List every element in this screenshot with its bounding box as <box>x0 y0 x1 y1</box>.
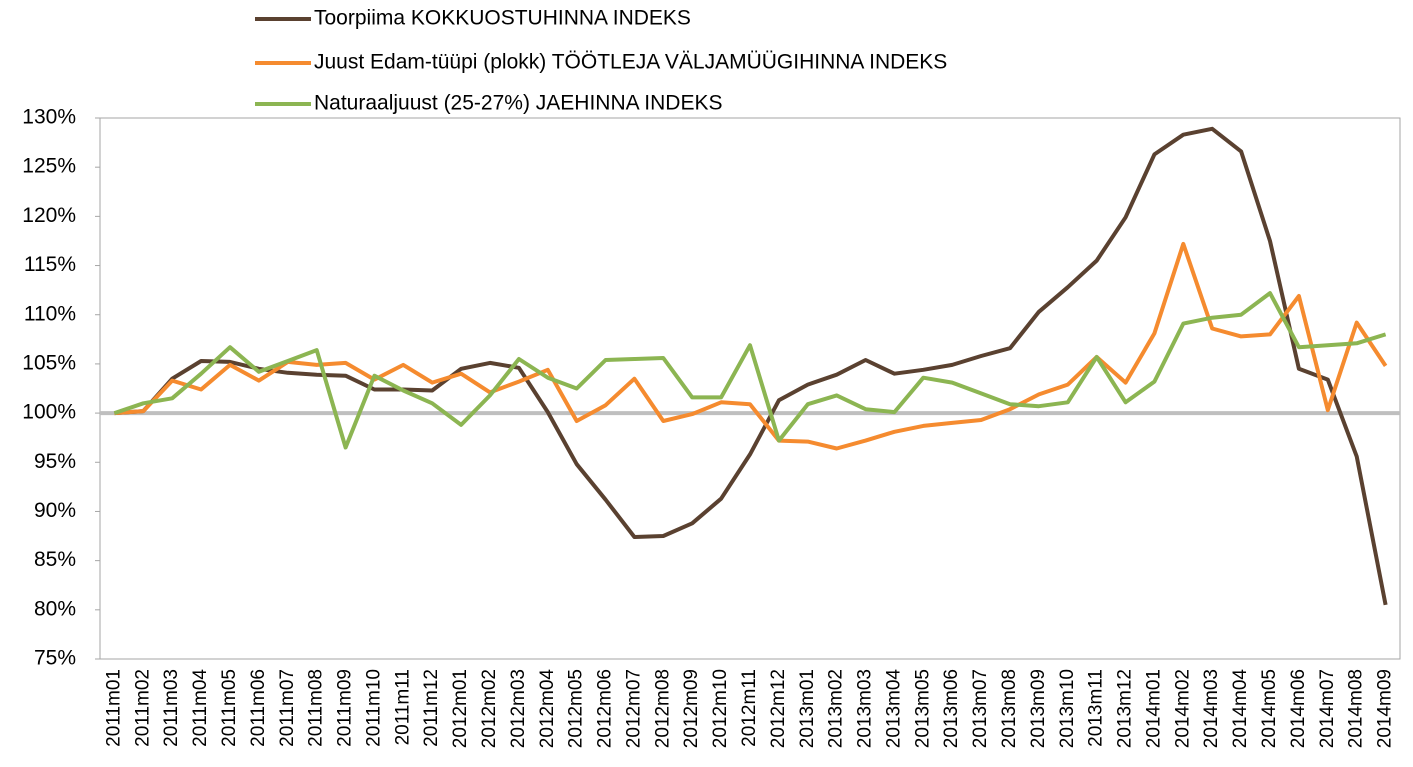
x-tick-label: 2011m05 <box>219 669 240 747</box>
x-tick-label: 2013m04 <box>883 669 904 749</box>
x-tick-label: 2011m10 <box>363 669 384 747</box>
x-tick-label: 2014m08 <box>1346 669 1367 748</box>
x-tick-label: 2012m07 <box>623 669 644 748</box>
x-tick-label: 2013m03 <box>855 669 876 748</box>
y-tick-label: 85% <box>34 548 76 571</box>
series-line <box>114 241 1388 451</box>
x-tick-label: 2014m07 <box>1317 669 1338 748</box>
x-tick-label: 2013m05 <box>912 669 933 748</box>
y-tick-label: 90% <box>34 499 76 522</box>
y-tick-label: 115% <box>24 253 76 276</box>
x-tick-label: 2013m06 <box>941 669 962 748</box>
x-tick-label: 2012m12 <box>768 669 789 748</box>
y-tick-label: 110% <box>24 302 76 325</box>
legend-label: Juust Edam-tüüpi (plokk) TÖÖTLEJA VÄLJAM… <box>314 51 947 74</box>
y-tick-label: 130% <box>22 106 76 129</box>
x-tick-label: 2014m06 <box>1288 669 1309 748</box>
x-tick-label: 2014m09 <box>1375 669 1396 748</box>
x-tick-label: 2014m02 <box>1172 669 1193 748</box>
x-tick-label: 2012m10 <box>710 669 731 748</box>
y-tick-label: 125% <box>22 155 76 178</box>
x-tick-label: 2011m02 <box>132 669 153 747</box>
y-tick-label: 95% <box>34 450 76 473</box>
plot-area <box>99 117 1401 660</box>
x-tick-label: 2011m07 <box>277 669 298 747</box>
x-tick-label: 2012m08 <box>652 669 673 748</box>
x-tick-label: 2013m12 <box>1115 669 1136 748</box>
x-tick-label: 2012m03 <box>508 669 529 748</box>
x-tick-label: 2012m04 <box>537 669 558 749</box>
x-tick-label: 2014m01 <box>1143 669 1164 748</box>
x-tick-label: 2013m01 <box>797 669 818 748</box>
x-tick-label: 2012m01 <box>450 669 471 748</box>
x-tick-label: 2011m04 <box>190 669 211 747</box>
x-tick-label: 2014m05 <box>1259 669 1280 748</box>
x-tick-label: 2013m08 <box>999 669 1020 748</box>
x-tick-label: 2011m09 <box>335 669 356 747</box>
y-tick-label: 80% <box>34 597 76 620</box>
x-tick-label: 2011m11 <box>392 669 413 745</box>
y-tick-label: 100% <box>22 401 76 424</box>
x-tick-label: 2013m09 <box>1028 669 1049 748</box>
x-tick-label: 2013m02 <box>826 669 847 748</box>
x-tick-label: 2014m03 <box>1201 669 1222 748</box>
x-tick-label: 2011m12 <box>421 669 442 747</box>
x-tick-label: 2013m10 <box>1057 669 1078 748</box>
legend-label: Naturaaljuust (25-27%) JAEHINNA INDEKS <box>314 92 723 115</box>
x-tick-label: 2013m07 <box>970 669 991 748</box>
legend-label: Toorpiima KOKKUOSTUHINNA INDEKS <box>314 7 691 30</box>
x-tick-label: 2012m11 <box>739 669 760 747</box>
y-tick-label: 120% <box>22 204 76 227</box>
x-tick-label: 2012m02 <box>479 669 500 748</box>
x-tick-label: 2014m04 <box>1230 669 1251 749</box>
series-line <box>114 126 1388 606</box>
x-tick-label: 2012m06 <box>595 669 616 748</box>
x-tick-label: 2013m11 <box>1086 669 1107 747</box>
x-tick-label: 2011m01 <box>103 669 124 747</box>
y-tick-label: 75% <box>34 647 76 670</box>
series-line <box>113 291 1387 450</box>
y-tick-label: 105% <box>22 351 76 374</box>
x-tick-label: 2012m05 <box>566 669 587 748</box>
x-tick-label: 2011m08 <box>306 669 327 747</box>
x-tick-label: 2011m06 <box>248 669 269 747</box>
x-tick-label: 2012m09 <box>681 669 702 748</box>
x-tick-label: 2011m03 <box>161 669 182 747</box>
